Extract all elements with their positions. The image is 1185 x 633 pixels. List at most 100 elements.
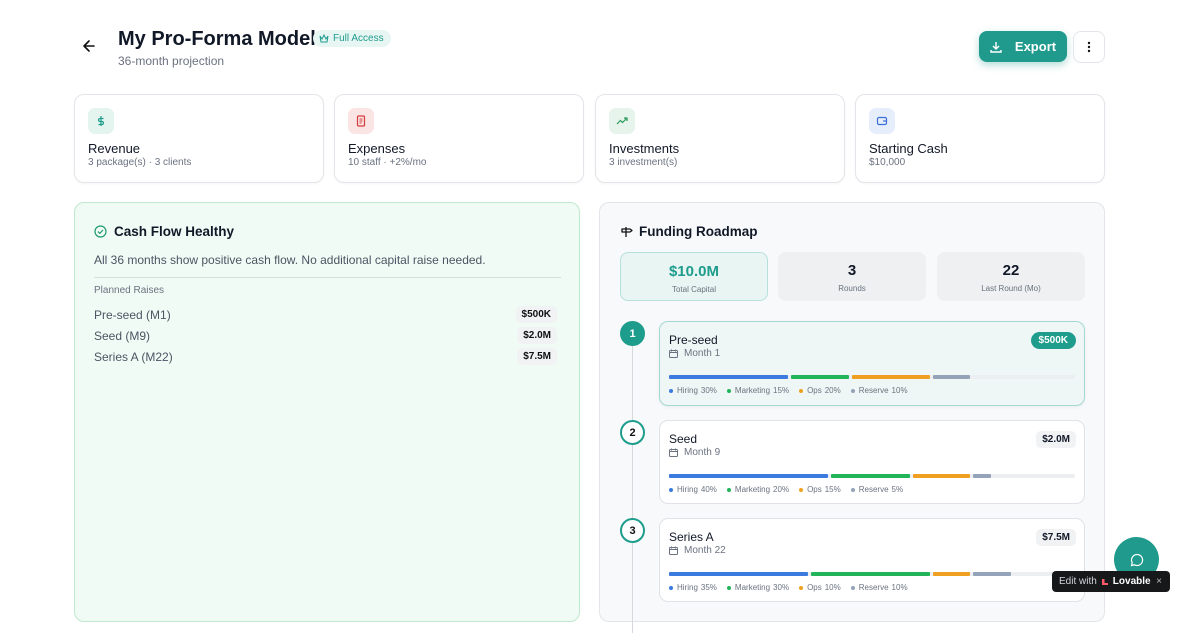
round-card[interactable]: Seed Month 9 $2.0M Hiring 40% Marketing 20% Ops… [659,420,1085,504]
legend-dot [726,487,731,492]
legend-name: Hiring [677,485,698,494]
round-month-text: Month 1 [684,348,721,359]
stat-box: 3 Rounds [778,252,926,301]
allocation-bar [932,572,971,576]
legend-item: Ops 15% [799,485,841,494]
legend-value: 5% [891,485,904,494]
export-button[interactable]: Export [979,31,1067,62]
lovable-badge[interactable]: Edit with Lovable × [1052,571,1170,592]
round-month: Month 22 [669,545,726,556]
summary-card[interactable]: Investments 3 investment(s) [595,94,845,183]
raise-name: Seed (M9) [94,328,151,343]
card-title: Starting Cash [869,141,948,156]
allocation-track [669,572,1075,576]
card-icon [869,108,895,134]
allocation-bar [669,375,788,379]
raise-amount: $7.5M [517,348,557,365]
legend-item: Hiring 35% [669,583,717,592]
legend-dot [799,388,804,393]
round-name: Series A [669,530,714,544]
legend-value: 20% [773,485,790,494]
timeline-line [632,333,633,633]
raise-row: Series A (M22) $7.5M [94,346,557,367]
legend-name: Ops [807,386,822,395]
summary-card[interactable]: Revenue 3 package(s) · 3 clients [74,94,324,183]
allocation-bar [669,572,809,576]
card-title: Investments [609,141,680,156]
legend-item: Reserve 10% [850,386,908,395]
legend-name: Reserve [858,485,889,494]
legend-value: 30% [773,583,790,592]
stat-value: $10.0M [668,263,720,280]
legend-name: Reserve [858,386,889,395]
legend-name: Marketing [734,485,771,494]
round-month-text: Month 9 [684,447,721,458]
raise-amount: $2.0M [517,327,557,344]
page-title: My Pro-Forma Model [118,28,316,50]
allocation-bar [811,572,930,576]
round-amount: $500K [1030,332,1076,349]
panel-title: Funding Roadmap [639,224,758,239]
stat-box: $10.0M Total Capital [620,252,768,301]
round-month-text: Month 22 [684,545,726,556]
raise-amount: $500K [515,306,557,323]
page-subtitle: 36-month projection [118,54,225,68]
round-card[interactable]: Series A Month 22 $7.5M Hiring 35% Marketing 3… [659,518,1085,602]
allocation-legend: Hiring 40% Marketing 20% Ops 15% Reserve 5% [669,485,903,494]
legend-value: 10% [891,386,908,395]
card-subtitle: 3 investment(s) [609,157,678,168]
card-subtitle: $10,000 [869,157,906,168]
legend-value: 35% [700,583,717,592]
legend-dot [726,388,731,393]
stat-value: 3 [847,262,857,279]
allocation-bar [831,474,910,478]
calendar-icon [669,546,678,555]
chat-icon [1130,553,1143,566]
raise-name: Series A (M22) [94,349,173,364]
allocation-track [669,375,1075,379]
raises-heading: Planned Raises [94,285,165,296]
access-badge-text: Full Access [333,33,384,44]
summary-card[interactable]: Expenses 10 staff · +2%/mo [334,94,584,183]
allocation-legend: Hiring 35% Marketing 30% Ops 10% Reserve 10% [669,583,908,592]
raises-list: Pre-seed (M1) $500K Seed (M9) $2.0M Series A… [94,304,557,367]
card-subtitle: 3 package(s) · 3 clients [88,157,192,168]
stat-value: 22 [1002,262,1020,279]
legend-name: Ops [807,583,822,592]
dots-icon [1087,41,1091,53]
legend-value: 30% [700,386,717,395]
allocation-bar [912,474,971,478]
legend-item: Hiring 40% [669,485,717,494]
summary-card[interactable]: Starting Cash $10,000 [855,94,1105,183]
legend-value: 10% [891,583,908,592]
legend-dot [850,487,855,492]
legend-item: Hiring 30% [669,386,717,395]
stat-label: Rounds [838,284,866,293]
lovable-logo [1101,578,1108,585]
more-button[interactable] [1073,31,1105,63]
raise-row: Seed (M9) $2.0M [94,325,557,346]
legend-value: 40% [700,485,717,494]
stat-box: 22 Last Round (Mo) [937,252,1085,301]
calendar-icon [669,448,678,457]
legend-item: Marketing 20% [726,485,790,494]
card-icon [348,108,374,134]
legend-value: 15% [824,485,841,494]
card-icon [609,108,635,134]
close-badge[interactable]: × [1156,576,1162,587]
round-number: 1 [620,321,645,346]
roadmap-panel: Funding Roadmap $10.0M Total Capital 3 Rou… [599,202,1105,633]
cash-flow-message: All 36 months show positive cash flow. N… [94,253,486,267]
allocation-bar [932,375,971,379]
round-month: Month 9 [669,447,720,458]
stat-label: Total Capital [671,285,717,294]
badge-brand: Lovable [1112,576,1151,587]
legend-dot [799,585,804,590]
back-button[interactable] [82,39,96,53]
legend-dot [669,388,673,393]
legend-item: Reserve 10% [850,583,908,592]
download-icon [990,41,1002,53]
round-card[interactable]: Pre-seed Month 1 $500K Hiring 30% Marketing 15… [659,321,1085,406]
panel-title: Cash Flow Healthy [114,224,235,239]
legend-name: Hiring [677,386,698,395]
